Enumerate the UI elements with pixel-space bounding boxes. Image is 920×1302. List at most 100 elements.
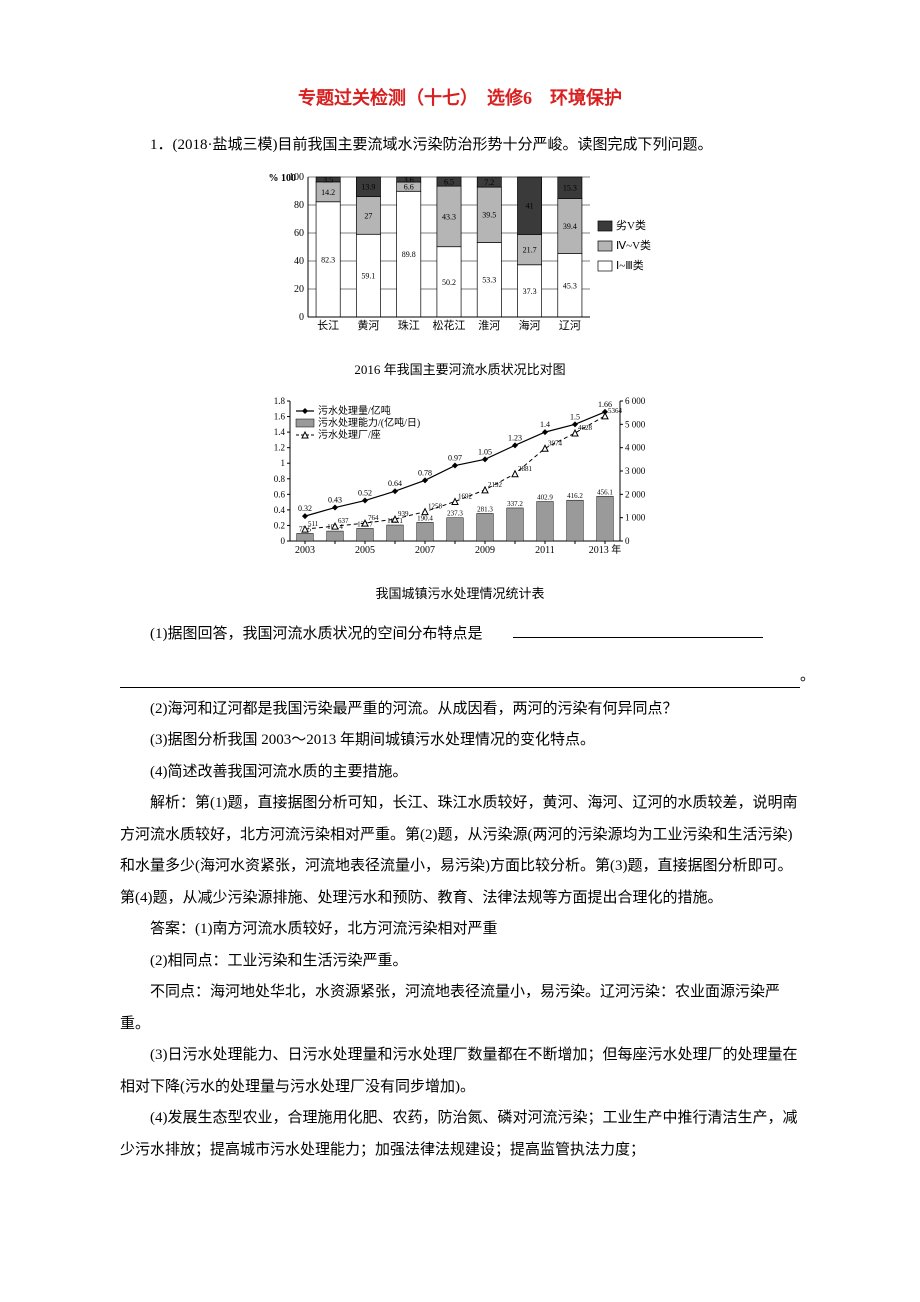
svg-text:3.6: 3.6 [404,176,414,185]
svg-text:% 100: % 100 [269,173,297,184]
svg-text:3.5: 3.5 [323,176,333,185]
svg-text:5364: 5364 [608,407,623,415]
svg-text:劣V类: 劣V类 [616,218,646,232]
svg-text:2192: 2192 [488,481,503,489]
svg-text:珠江: 珠江 [398,318,420,332]
svg-text:764: 764 [368,514,379,522]
svg-text:2013 年: 2013 年 [589,543,622,556]
svg-text:2007: 2007 [415,545,435,556]
svg-text:长江: 长江 [317,319,339,332]
svg-text:2 000: 2 000 [625,489,646,499]
svg-text:2011: 2011 [535,545,555,556]
svg-text:2009: 2009 [475,545,495,556]
svg-text:海河: 海河 [519,318,541,332]
svg-text:1.23: 1.23 [508,433,522,442]
svg-text:43.3: 43.3 [442,213,456,222]
blank-line [513,620,763,638]
svg-text:6.5: 6.5 [444,178,454,187]
svg-text:14.2: 14.2 [321,188,335,197]
svg-text:1.6: 1.6 [274,412,286,422]
svg-text:416.2: 416.2 [567,492,583,500]
svg-text:Ⅰ~Ⅲ类: Ⅰ~Ⅲ类 [616,258,644,272]
svg-text:45.3: 45.3 [563,282,577,291]
q1-2: (2)海河和辽河都是我国污染最严重的河流。从成因看，两河的污染有何异同点？ [120,694,800,726]
svg-text:190.4: 190.4 [417,514,433,522]
svg-text:1.4: 1.4 [540,420,550,429]
svg-text:50.2: 50.2 [442,278,456,287]
q1-intro: 1．(2018·盐城三模)目前我国主要流域水污染防治形势十分严峻。读图完成下列问… [120,130,800,162]
svg-text:7.2: 7.2 [484,178,494,187]
svg-text:2881: 2881 [518,465,533,473]
q1-1-prefix: (1)据图回答，我国河流水质状况的空间分布特点是 [150,626,483,642]
blank-full-line [120,670,800,688]
svg-text:456.1: 456.1 [597,488,613,496]
svg-text:1258: 1258 [428,503,443,511]
svg-text:4628: 4628 [578,424,593,432]
svg-text:402.9: 402.9 [537,494,553,502]
svg-text:37.3: 37.3 [523,287,537,296]
svg-text:0.97: 0.97 [448,454,462,463]
svg-text:89.8: 89.8 [402,250,416,259]
svg-text:59.1: 59.1 [361,272,375,281]
svg-text:1.5: 1.5 [570,412,580,421]
svg-text:53.3: 53.3 [482,276,496,285]
svg-text:0: 0 [281,536,286,546]
svg-text:1.2: 1.2 [274,443,285,453]
q1-4: (4)简述改善我国河流水质的主要措施。 [120,757,800,789]
svg-text:0.2: 0.2 [274,521,285,531]
svg-text:0.43: 0.43 [328,496,342,505]
svg-text:1.05: 1.05 [478,447,492,456]
q1-1: (1)据图回答，我国河流水质状况的空间分布特点是 [120,619,800,651]
answer-4: (4)发展生态型农业，合理施用化肥、农药，防治氮、磷对河流污染；工业生产中推行清… [120,1103,800,1166]
svg-text:60: 60 [294,228,304,239]
bar-chart: 020406080100% 10082.314.23.5长江59.12713.9… [260,169,660,339]
svg-text:13.9: 13.9 [361,183,375,192]
svg-text:辽河: 辽河 [559,319,581,332]
svg-text:4 000: 4 000 [625,443,646,453]
svg-text:20: 20 [294,284,304,295]
answer-3: (3)日污水处理能力、日污水处理量和污水处理厂数量都在不断增加；但每座污水处理厂… [120,1040,800,1103]
svg-text:21.7: 21.7 [523,246,537,255]
svg-text:污水处理量/亿吨: 污水处理量/亿吨 [318,404,391,417]
svg-text:1.8: 1.8 [274,396,286,406]
svg-text:1.4: 1.4 [274,427,286,437]
combo-chart-title: 我国城镇污水处理情况统计表 [120,580,800,607]
svg-text:41: 41 [526,202,534,211]
svg-text:15.3: 15.3 [563,184,577,193]
answer-2: (2)相同点：工业污染和生活污染严重。 [120,946,800,978]
answer-1: 答案：(1)南方河流水质较好，北方河流污染相对严重 [120,914,800,946]
svg-text:0.64: 0.64 [388,479,402,488]
charts-container: 020406080100% 10082.314.23.5长江59.12713.9… [120,169,800,607]
svg-text:Ⅳ~V类: Ⅳ~V类 [616,238,651,252]
svg-text:0.78: 0.78 [418,468,432,477]
svg-text:80: 80 [294,200,304,211]
svg-text:2003: 2003 [295,545,315,556]
svg-text:0.32: 0.32 [298,504,312,513]
svg-text:0: 0 [625,536,630,546]
svg-text:污水处理厂/座: 污水处理厂/座 [318,428,381,441]
svg-text:939: 939 [398,510,409,518]
svg-text:337.2: 337.2 [507,500,523,508]
svg-text:2005: 2005 [355,545,375,556]
svg-text:637: 637 [338,517,349,525]
svg-text:39.5: 39.5 [482,211,496,220]
svg-text:281.3: 281.3 [477,506,493,514]
svg-text:237.3: 237.3 [447,510,463,518]
svg-text:82.3: 82.3 [321,256,335,265]
svg-text:污水处理能力/(亿吨/日): 污水处理能力/(亿吨/日) [318,416,420,429]
svg-text:0.4: 0.4 [274,505,286,515]
svg-text:5 000: 5 000 [625,419,646,429]
svg-text:0.52: 0.52 [358,489,372,498]
explanation-1: 解析：第(1)题，直接据图分析可知，长江、珠江水质较好，黄河、海河、辽河的水质较… [120,788,800,914]
svg-text:3 000: 3 000 [625,466,646,476]
svg-text:27: 27 [364,212,372,221]
svg-text:松花江: 松花江 [433,318,466,332]
svg-text:1 000: 1 000 [625,513,646,523]
svg-text:0.8: 0.8 [274,474,286,484]
bar-chart-title: 2016 年我国主要河流水质状况比对图 [120,356,800,383]
svg-text:1692: 1692 [458,493,473,501]
q1-3: (3)据图分析我国 2003～2013 年期间城镇污水处理情况的变化特点。 [120,725,800,757]
svg-text:0.6: 0.6 [274,489,286,499]
svg-text:1: 1 [281,458,286,468]
svg-text:40: 40 [294,256,304,267]
